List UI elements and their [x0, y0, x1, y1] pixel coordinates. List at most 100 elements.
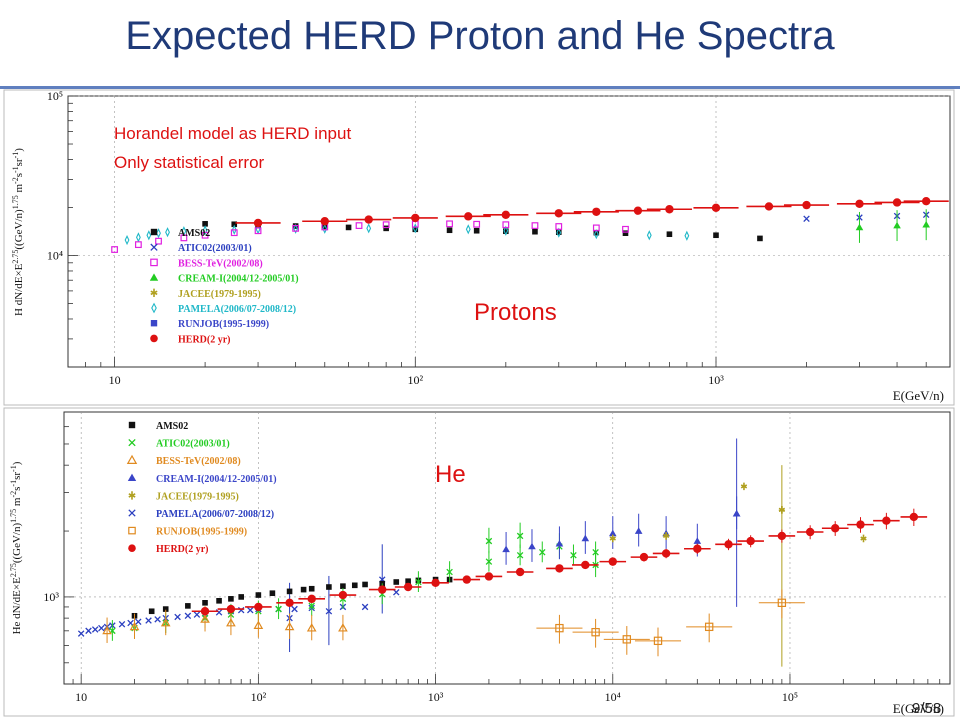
data-point-atic02 — [485, 558, 493, 565]
helium-axis-ticks: 10 10² 10³ 10⁴ 10⁵ 10³ — [43, 411, 951, 704]
data-point-pamela — [135, 232, 141, 243]
data-point-ams02 — [393, 579, 400, 585]
data-point-bess — [111, 246, 118, 253]
data-point-cream — [528, 542, 536, 550]
data-point-atic02 — [570, 552, 577, 559]
legend-marker-cream-i-2004-12-2005-01- — [127, 473, 137, 481]
helium-panel: 10 10² 10³ 10⁴ 10⁵ 10³ He dN/dE×E2.75((GeV/n)… — [3, 407, 955, 717]
data-point-jacee — [609, 534, 616, 543]
legend-label: HERD(2 yr) — [178, 334, 231, 345]
data-point-ams02 — [757, 235, 763, 242]
data-point-pamela — [322, 223, 328, 234]
data-point-ams02 — [202, 600, 208, 606]
data-point-atic02-high — [485, 537, 493, 545]
legend-label: CREAM-I(2004/12-2005/01) — [156, 474, 277, 485]
data-point-bess — [134, 241, 142, 249]
legend-marker-atic02-2003-01- — [128, 438, 136, 447]
data-point-pamela — [503, 225, 509, 236]
legend-marker-bess-tev-2002-08- — [126, 454, 138, 464]
helium-data-points — [77, 438, 928, 667]
data-point-pamela — [145, 617, 152, 624]
data-point-runjob — [777, 598, 787, 608]
data-point-herd — [921, 197, 931, 206]
data-point-herd — [226, 604, 236, 614]
data-point-herd — [764, 202, 774, 211]
data-point-atic02 — [446, 568, 453, 576]
legend-marker-jacee-1979-1995- — [128, 491, 136, 500]
x-tick-label: 10² — [251, 690, 267, 704]
data-point-herd — [254, 602, 263, 612]
data-point-herd — [501, 210, 511, 219]
data-point-ams02 — [622, 230, 629, 236]
legend-marker-runjob-1995-1999- — [128, 526, 136, 535]
legend-marker-jacee-1979-1995- — [150, 288, 158, 297]
proton-gridlines — [68, 95, 950, 367]
data-point-jacee-big — [778, 506, 786, 514]
x-tick-label: 10² — [407, 373, 423, 387]
data-point-herd — [462, 575, 471, 584]
data-point-pamela — [165, 227, 170, 238]
legend-label: BESS-TeV(2002/08) — [178, 258, 263, 269]
data-point-pamela — [593, 229, 599, 240]
helium-panel-frame — [3, 407, 955, 717]
data-point-herd — [608, 557, 617, 566]
legend-marker-bess-tev-2002-08- — [150, 258, 158, 267]
data-point-pamela — [174, 613, 181, 621]
data-point-pamela-err — [325, 607, 333, 615]
data-point-herd — [555, 564, 564, 573]
data-point-ams02 — [446, 227, 453, 234]
data-point-herd — [639, 552, 649, 562]
data-point-bess — [253, 620, 264, 629]
data-point-ams02 — [326, 584, 332, 590]
data-point-pamela — [393, 589, 400, 596]
data-point-herd — [285, 598, 294, 608]
data-point-herd — [665, 205, 674, 214]
data-point-pamela — [556, 227, 562, 238]
data-point-herd — [882, 516, 891, 525]
data-point-cream — [555, 539, 564, 547]
legend-marker-pamela-2006-07-2008-12- — [128, 509, 136, 517]
data-point-pamela — [684, 230, 690, 241]
proton-y-axis-label: H dN/dE×E2.75((GeV/n)1.75 m-2s-1sr-1) — [11, 148, 26, 316]
data-point-ams02 — [308, 585, 315, 592]
y-tick-label: 10⁴ — [47, 249, 63, 263]
data-point-bess — [502, 221, 510, 229]
proton-legend: AMS02 ATIC02(2003/01) BESS-TeV(2002/08) CRE… — [149, 228, 299, 345]
data-point-cream — [855, 223, 864, 231]
data-point-ams02 — [269, 590, 276, 596]
data-point-runjob — [653, 636, 663, 646]
data-point-bess — [555, 223, 563, 230]
slide-number: 9/58 — [912, 700, 942, 717]
legend-marker-cream-i-2004-12-2005-01- — [149, 273, 159, 281]
legend-label: BESS-TeV(2002/08) — [156, 456, 241, 467]
y-tick-label: 10³ — [43, 590, 59, 604]
title-divider — [0, 86, 960, 89]
data-point-bess — [446, 220, 453, 228]
data-point-ams02 — [162, 606, 169, 612]
data-point-cream — [608, 529, 617, 537]
data-point-ams02 — [345, 224, 352, 231]
data-point-ams02 — [362, 581, 368, 588]
x-tick-label: 10 — [75, 690, 87, 704]
data-point-ams02 — [185, 603, 191, 609]
data-point-pamela — [361, 603, 369, 611]
proton-panel: 1010²10³10⁴10⁵10⁶10⁴10⁵ H dN/dE×E2.75((G… — [3, 89, 955, 406]
data-point-ams02 — [532, 228, 538, 235]
data-point-herd — [307, 594, 316, 604]
data-point-pamela — [127, 619, 134, 627]
data-point-pamela — [231, 224, 237, 235]
data-point-atic02-high — [516, 532, 524, 540]
helium-plot-area — [63, 411, 951, 685]
data-point-ams02 — [216, 598, 222, 604]
helium-y-axis-label: He dN/dE×E2.75((GeV/n)1.75 m-2s-1sr-1) — [9, 461, 24, 634]
data-point-bess — [473, 220, 481, 228]
data-point-pamela — [118, 621, 126, 628]
x-tick-label: 10 — [109, 373, 121, 387]
data-point-atic02 — [415, 578, 422, 586]
legend-label: HERD(2 yr) — [156, 544, 209, 555]
data-point-pamela — [98, 624, 105, 632]
data-point-ams02 — [412, 226, 419, 233]
legend-marker-herd-2-yr- — [128, 544, 136, 552]
data-point-runjob — [622, 635, 632, 644]
